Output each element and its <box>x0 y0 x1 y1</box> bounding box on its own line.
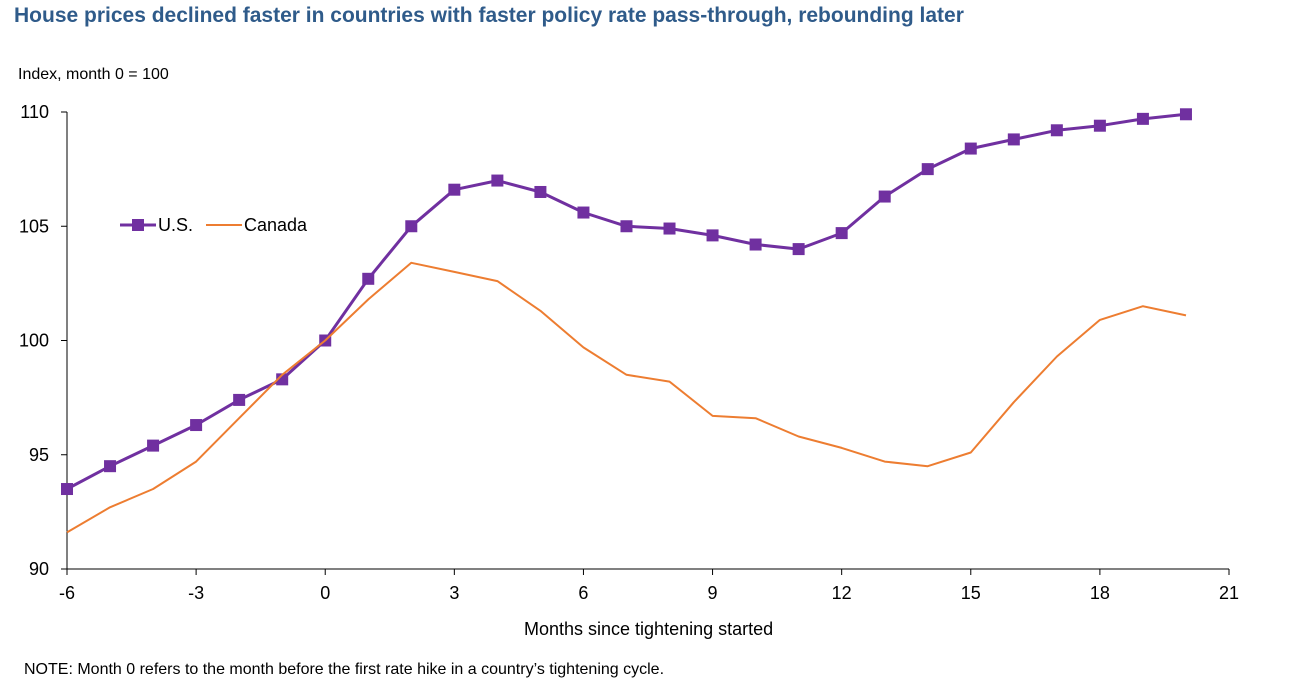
data-point-u-s <box>663 222 676 235</box>
data-point-u-s <box>706 229 719 242</box>
x-tick-label: 12 <box>832 583 852 603</box>
y-tick-label: 110 <box>20 102 49 122</box>
y-tick-label: 105 <box>19 216 49 236</box>
legend-marker-u-s <box>132 219 144 231</box>
data-point-u-s <box>921 163 934 176</box>
x-axis-label: Months since tightening started <box>524 619 774 639</box>
y-tick-label: 90 <box>29 559 49 579</box>
x-tick-label: 18 <box>1090 583 1110 603</box>
data-point-u-s <box>792 243 805 256</box>
legend-label-u-s: U.S. <box>158 215 193 235</box>
data-point-u-s <box>749 238 762 251</box>
data-point-u-s <box>104 460 117 473</box>
data-point-u-s <box>620 220 633 233</box>
series-line-u-s <box>66 112 1187 491</box>
tick-labels: 90 95 100 105 110 -6 -3 0 3 6 9 12 15 18 21 <box>19 102 1239 603</box>
data-point-u-s <box>276 373 289 386</box>
data-point-u-s <box>61 483 73 496</box>
data-point-u-s <box>147 439 160 452</box>
legend: U.S. Canada <box>120 215 308 235</box>
x-tick-label: 21 <box>1219 583 1239 603</box>
data-point-u-s <box>448 183 461 196</box>
chart-note: NOTE: Month 0 refers to the month before… <box>24 661 665 678</box>
data-point-u-s <box>491 174 504 187</box>
data-point-u-s <box>405 220 418 233</box>
data-point-u-s <box>964 142 977 155</box>
y-tick-label: 100 <box>19 331 49 351</box>
data-point-u-s <box>1007 133 1020 146</box>
axes <box>61 111 1230 575</box>
x-tick-label: -6 <box>59 583 75 603</box>
x-tick-label: 15 <box>961 583 981 603</box>
data-point-u-s <box>190 419 203 432</box>
chart-title: House prices declined faster in countrie… <box>14 4 964 27</box>
data-point-u-s <box>534 185 547 198</box>
x-tick-label: 9 <box>708 583 718 603</box>
data-point-u-s <box>233 393 246 406</box>
y-axis-label: Index, month 0 = 100 <box>18 66 169 83</box>
x-tick-label: 6 <box>578 583 588 603</box>
x-tick-label: -3 <box>188 583 204 603</box>
data-point-u-s <box>1179 108 1192 121</box>
data-point-u-s <box>835 227 848 240</box>
y-tick-label: 95 <box>29 445 49 465</box>
data-point-u-s <box>577 206 590 219</box>
series-layer <box>61 108 1192 534</box>
data-point-u-s <box>362 272 375 285</box>
x-tick-label: 3 <box>449 583 459 603</box>
data-point-u-s <box>1093 119 1106 132</box>
series-line-canada <box>66 261 1187 534</box>
x-tick-label: 0 <box>320 583 330 603</box>
data-point-u-s <box>1136 112 1149 125</box>
data-point-u-s <box>878 190 891 203</box>
data-point-u-s <box>1050 124 1063 137</box>
legend-label-canada: Canada <box>244 215 308 235</box>
